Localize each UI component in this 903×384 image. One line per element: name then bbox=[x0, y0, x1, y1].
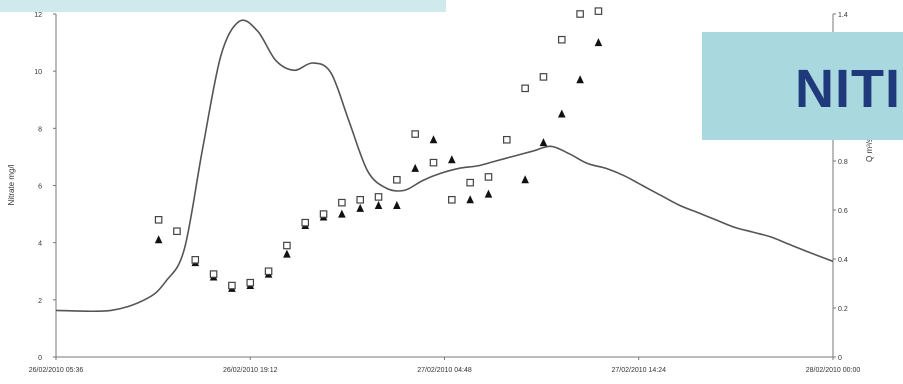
triangle-point bbox=[356, 203, 365, 212]
right-tick-label: 0 bbox=[838, 355, 842, 362]
triangle-point bbox=[283, 249, 291, 258]
right-tick-label: 0.8 bbox=[838, 159, 848, 166]
square-point bbox=[594, 7, 603, 15]
right-axis-label: Q m³/s bbox=[865, 138, 874, 162]
left-axis-label: Nitrate mg/l bbox=[7, 164, 16, 205]
square-point bbox=[411, 130, 419, 138]
square-point bbox=[356, 195, 365, 204]
x-tick-label: 27/02/2010 14:24 bbox=[612, 367, 667, 374]
square-point bbox=[301, 218, 310, 227]
right-tick-label: 0.4 bbox=[838, 257, 848, 264]
square-point bbox=[539, 73, 548, 81]
square-point bbox=[209, 270, 218, 278]
square-point bbox=[264, 267, 273, 276]
square-point bbox=[154, 216, 163, 224]
square-point bbox=[246, 278, 255, 287]
square-point bbox=[393, 175, 401, 184]
square-point bbox=[338, 198, 346, 207]
triangle-point bbox=[521, 175, 529, 184]
left-tick-label: 4 bbox=[38, 241, 42, 248]
triangle-point bbox=[557, 109, 566, 118]
triangle-point bbox=[429, 135, 438, 144]
square-point bbox=[448, 195, 456, 204]
triangle-point bbox=[576, 75, 584, 84]
triangle-point bbox=[539, 138, 548, 147]
square-point bbox=[374, 193, 383, 201]
x-tick-label: 27/02/2010 04:48 bbox=[417, 367, 472, 374]
discharge-line bbox=[55, 19, 834, 313]
x-tick-label: 28/02/2010 00:00 bbox=[806, 367, 861, 374]
title-banner-text: NITI bbox=[795, 59, 901, 119]
square-point bbox=[228, 281, 236, 290]
triangle-point bbox=[411, 163, 419, 172]
triangle-point bbox=[338, 209, 346, 218]
triangle-point bbox=[393, 201, 401, 210]
left-tick-label: 10 bbox=[34, 69, 42, 76]
left-tick-label: 6 bbox=[38, 184, 42, 191]
square-point bbox=[466, 178, 474, 187]
right-tick-label: 1.4 bbox=[838, 12, 848, 19]
square-point bbox=[576, 10, 584, 18]
left-tick-label: 2 bbox=[38, 298, 42, 305]
right-tick-label: 0.6 bbox=[838, 208, 848, 215]
square-point bbox=[191, 256, 200, 264]
square-point bbox=[319, 210, 328, 218]
x-tick-label: 26/02/2010 05:36 bbox=[29, 367, 84, 374]
square-point bbox=[484, 173, 493, 181]
triangle-point bbox=[154, 235, 163, 244]
left-tick-label: 8 bbox=[38, 126, 42, 133]
left-tick-label: 0 bbox=[38, 355, 42, 362]
top-banner bbox=[0, 0, 446, 12]
triangle-point bbox=[374, 201, 383, 210]
right-tick-label: 0.2 bbox=[838, 306, 848, 313]
title-banner: NITI bbox=[702, 32, 903, 140]
square-point bbox=[557, 35, 566, 44]
left-tick-label: 12 bbox=[34, 12, 42, 19]
square-point bbox=[503, 135, 511, 144]
square-point bbox=[521, 84, 529, 93]
triangle-point bbox=[594, 38, 603, 47]
square-point bbox=[173, 227, 181, 236]
x-tick-label: 26/02/2010 19:12 bbox=[223, 367, 278, 374]
triangle-point bbox=[484, 189, 493, 198]
triangle-point bbox=[448, 155, 456, 164]
square-point bbox=[283, 241, 291, 250]
triangle-point bbox=[466, 195, 474, 204]
square-point bbox=[429, 158, 438, 167]
